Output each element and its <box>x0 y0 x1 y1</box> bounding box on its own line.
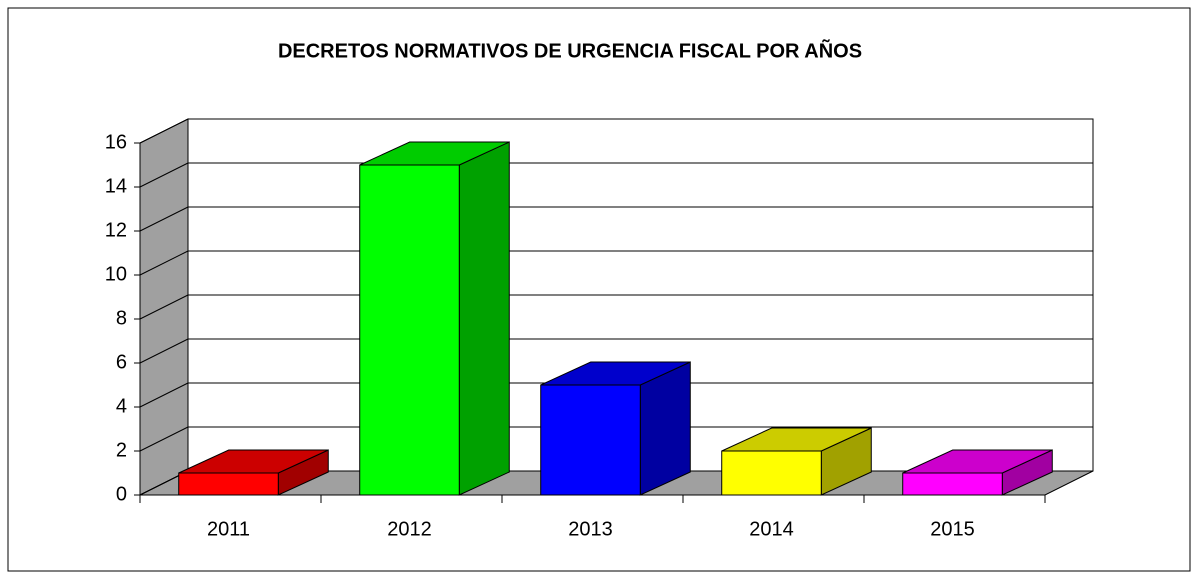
y-tick-label: 10 <box>105 263 127 285</box>
y-tick-label: 16 <box>105 131 127 153</box>
y-tick-label: 0 <box>116 483 127 505</box>
grid-line <box>139 250 189 276</box>
grid-line <box>139 206 189 232</box>
y-tick-label: 12 <box>105 219 127 241</box>
grid-line <box>139 118 189 144</box>
chart-title: DECRETOS NORMATIVOS DE URGENCIA FISCAL P… <box>278 39 862 62</box>
y-tick-label: 2 <box>116 439 127 461</box>
x-tick-label: 2015 <box>930 518 975 540</box>
bar <box>721 450 822 496</box>
bar <box>902 472 1003 496</box>
grid-line <box>139 294 189 320</box>
bar <box>540 384 641 496</box>
bar <box>359 164 460 496</box>
x-tick-label: 2012 <box>387 518 432 540</box>
y-tick-label: 6 <box>116 351 127 373</box>
grid-line <box>139 162 189 188</box>
y-tick-label: 14 <box>105 175 127 197</box>
y-tick-label: 4 <box>116 395 127 417</box>
x-tick-label: 2011 <box>207 518 250 540</box>
bar <box>178 472 279 496</box>
grid-line <box>139 426 189 452</box>
x-tick-label: 2013 <box>568 518 613 540</box>
bar-side <box>458 141 510 496</box>
grid-line <box>139 338 189 364</box>
grid-line <box>139 382 189 408</box>
x-tick-label: 2014 <box>749 518 794 540</box>
y-tick-label: 8 <box>116 307 127 329</box>
